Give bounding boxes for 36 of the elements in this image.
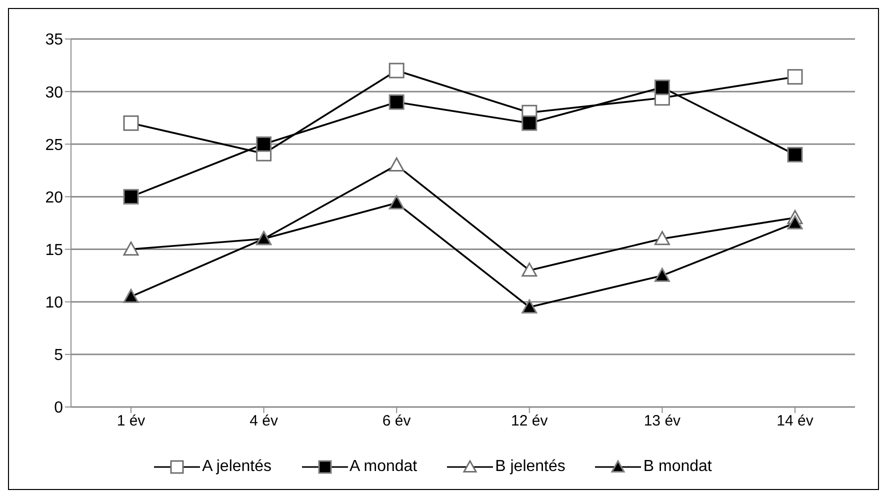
- x-tick-label: 13 év: [644, 412, 682, 430]
- y-tick-label: 5: [54, 347, 64, 364]
- point: [123, 115, 139, 131]
- point: [256, 136, 272, 152]
- y-tick-label: 25: [45, 136, 64, 154]
- y-tick-label: 0: [54, 400, 64, 417]
- point: [654, 268, 670, 282]
- point: [388, 94, 404, 110]
- legend-label: A mondat: [350, 458, 418, 476]
- y-tick-label: 35: [45, 32, 64, 49]
- point: [522, 262, 538, 277]
- point: [654, 231, 670, 246]
- point: [522, 115, 538, 131]
- y-tick-label: 10: [45, 294, 64, 312]
- point: [787, 146, 803, 162]
- point: [123, 242, 139, 256]
- legend-label: B jelentés: [495, 458, 566, 476]
- point: [787, 69, 803, 85]
- x-tick-label: 4 év: [250, 412, 278, 430]
- point: [388, 157, 404, 172]
- point: [522, 299, 538, 314]
- legend-label: A jelentés: [202, 458, 272, 476]
- y-tick-label: 20: [45, 189, 64, 206]
- point: [123, 188, 139, 204]
- y-tick-label: 15: [45, 242, 64, 259]
- x-tick-label: 6 év: [382, 412, 412, 430]
- x-tick-label: 12 év: [511, 412, 548, 430]
- legend-label: B mondat: [643, 458, 712, 476]
- point: [654, 80, 670, 96]
- x-tick-label: 14 év: [776, 412, 814, 430]
- point: [388, 62, 404, 78]
- point: [123, 288, 139, 303]
- y-tick-label: 30: [45, 84, 64, 102]
- point: [787, 215, 803, 230]
- point: [388, 195, 404, 210]
- x-tick-label: 1 év: [116, 412, 146, 430]
